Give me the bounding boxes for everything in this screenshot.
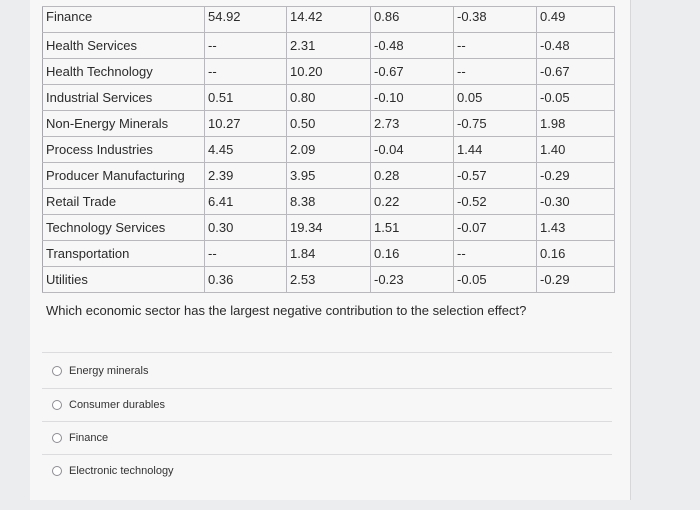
table-cell: 1.51 [370, 214, 454, 241]
table-cell: 3.95 [286, 162, 371, 189]
option-label: Energy minerals [69, 365, 149, 377]
table-cell: 1.98 [536, 110, 615, 137]
sector-name-cell: Industrial Services [42, 84, 205, 111]
sector-name-cell: Utilities [42, 266, 205, 293]
table-cell: -0.57 [453, 162, 537, 189]
divider [42, 352, 612, 353]
table-cell: 0.28 [370, 162, 454, 189]
table-cell: 19.34 [286, 214, 371, 241]
table-cell: 0.30 [204, 214, 287, 241]
option-label: Finance [69, 432, 109, 444]
divider [42, 388, 612, 389]
table-cell: -0.67 [370, 58, 454, 85]
table-row: Process Industries 4.45 2.09 -0.04 1.44 … [42, 136, 615, 163]
table-cell: 1.43 [536, 214, 615, 241]
sector-name-cell: Producer Manufacturing [42, 162, 205, 189]
table-cell: 4.45 [204, 136, 287, 163]
table-cell: -0.48 [370, 32, 454, 59]
table-cell: -0.05 [536, 84, 615, 111]
table-cell: -0.29 [536, 162, 615, 189]
sector-name-cell: Transportation [42, 240, 205, 267]
table-cell: 8.38 [286, 188, 371, 215]
table-row: Industrial Services 0.51 0.80 -0.10 0.05… [42, 84, 615, 111]
table-row: Retail Trade 6.41 8.38 0.22 -0.52 -0.30 [42, 188, 615, 215]
table-cell: 2.53 [286, 266, 371, 293]
table-cell: -- [204, 240, 287, 267]
table-cell: 1.84 [286, 240, 371, 267]
table-cell: -0.23 [370, 266, 454, 293]
table-cell: -0.30 [536, 188, 615, 215]
radio-button[interactable] [52, 466, 62, 476]
radio-button[interactable] [52, 400, 62, 410]
table-row: Non-Energy Minerals 10.27 0.50 2.73 -0.7… [42, 110, 615, 137]
table-cell: -0.29 [536, 266, 615, 293]
answer-option-energy-minerals[interactable]: Energy minerals [52, 365, 148, 377]
divider [42, 454, 612, 455]
table-cell: 0.16 [370, 240, 454, 267]
table-cell: 0.36 [204, 266, 287, 293]
divider [42, 421, 612, 422]
table-row: Health Services -- 2.31 -0.48 -- -0.48 [42, 32, 615, 59]
answer-option-electronic-technology[interactable]: Electronic technology [52, 465, 174, 477]
table-cell: 2.31 [286, 32, 371, 59]
radio-button[interactable] [52, 366, 62, 376]
table-row: Technology Services 0.30 19.34 1.51 -0.0… [42, 214, 615, 241]
table-cell: -0.38 [453, 6, 537, 33]
table-cell: -- [204, 58, 287, 85]
option-label: Consumer durables [69, 399, 165, 411]
answer-option-finance[interactable]: Finance [52, 432, 108, 444]
table-cell: 1.40 [536, 136, 615, 163]
table-cell: 2.73 [370, 110, 454, 137]
table-cell: -0.07 [453, 214, 537, 241]
table-cell: 0.22 [370, 188, 454, 215]
sector-name-cell: Health Services [42, 32, 205, 59]
table-row: Finance 54.92 14.42 0.86 -0.38 0.49 [42, 6, 615, 33]
table-cell: -- [453, 32, 537, 59]
sector-name-cell: Process Industries [42, 136, 205, 163]
table-cell: 1.44 [453, 136, 537, 163]
sector-data-table: Finance 54.92 14.42 0.86 -0.38 0.49 Heal… [42, 6, 615, 293]
table-cell: -0.52 [453, 188, 537, 215]
radio-button[interactable] [52, 433, 62, 443]
table-cell: 6.41 [204, 188, 287, 215]
table-cell: 10.27 [204, 110, 287, 137]
answer-option-consumer-durables[interactable]: Consumer durables [52, 399, 165, 411]
table-cell: 0.50 [286, 110, 371, 137]
table-cell: 0.05 [453, 84, 537, 111]
sector-name-cell: Non-Energy Minerals [42, 110, 205, 137]
sector-name-cell: Health Technology [42, 58, 205, 85]
table-cell: -0.05 [453, 266, 537, 293]
table-cell: -- [204, 32, 287, 59]
table-cell: -0.67 [536, 58, 615, 85]
table-cell: 14.42 [286, 6, 371, 33]
table-cell: 54.92 [204, 6, 287, 33]
table-cell: 0.16 [536, 240, 615, 267]
table-row: Producer Manufacturing 2.39 3.95 0.28 -0… [42, 162, 615, 189]
question-text: Which economic sector has the largest ne… [46, 303, 527, 318]
table-cell: 0.49 [536, 6, 615, 33]
table-cell: -0.75 [453, 110, 537, 137]
table-cell: -0.48 [536, 32, 615, 59]
table-row: Transportation -- 1.84 0.16 -- 0.16 [42, 240, 615, 267]
table-cell: 2.09 [286, 136, 371, 163]
table-cell: 0.51 [204, 84, 287, 111]
sector-name-cell: Retail Trade [42, 188, 205, 215]
sector-name-cell: Technology Services [42, 214, 205, 241]
table-cell: -0.04 [370, 136, 454, 163]
table-row: Health Technology -- 10.20 -0.67 -- -0.6… [42, 58, 615, 85]
sector-name-cell: Finance [42, 6, 205, 33]
table-cell: 0.86 [370, 6, 454, 33]
table-cell: -0.10 [370, 84, 454, 111]
option-label: Electronic technology [69, 465, 174, 477]
table-cell: 0.80 [286, 84, 371, 111]
table-cell: 10.20 [286, 58, 371, 85]
table-cell: -- [453, 240, 537, 267]
table-row: Utilities 0.36 2.53 -0.23 -0.05 -0.29 [42, 266, 615, 293]
table-cell: -- [453, 58, 537, 85]
table-cell: 2.39 [204, 162, 287, 189]
